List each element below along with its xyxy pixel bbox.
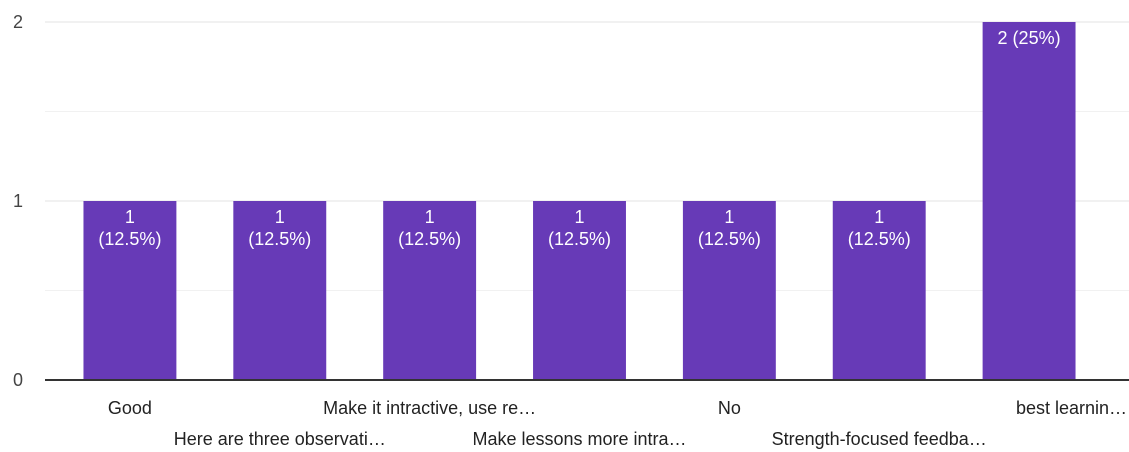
- bar-data-label: (12.5%): [398, 229, 461, 249]
- x-category-label: Here are three observati…: [174, 429, 386, 449]
- bar[interactable]: [383, 201, 477, 380]
- y-tick-label: 0: [13, 370, 23, 390]
- bar-data-label: (12.5%): [248, 229, 311, 249]
- bar[interactable]: [533, 201, 626, 380]
- bar[interactable]: [83, 201, 177, 380]
- y-tick-label: 2: [13, 12, 23, 32]
- bar-data-label: 1: [874, 207, 884, 227]
- x-category-label: Make lessons more intra…: [472, 429, 686, 449]
- x-category-label: best learnin…: [1016, 398, 1127, 418]
- bar[interactable]: [832, 201, 926, 380]
- x-category-label: Strength-focused feedba…: [772, 429, 987, 449]
- bar-data-label: (12.5%): [548, 229, 611, 249]
- bar-data-label: 1: [425, 207, 435, 227]
- bar-data-label: 2 (25%): [998, 28, 1061, 48]
- bar-data-label: (12.5%): [698, 229, 761, 249]
- y-axis-ticks: 0 1 2: [13, 12, 23, 390]
- bar[interactable]: [682, 201, 776, 380]
- bar-data-label: 1: [574, 207, 584, 227]
- bar-data-label: (12.5%): [98, 229, 161, 249]
- bar[interactable]: [233, 201, 327, 380]
- x-category-label: Make it intractive, use re…: [323, 398, 536, 418]
- bar-data-label: 1: [724, 207, 734, 227]
- category-labels: Good Here are three observati… Make it int…: [108, 398, 1127, 449]
- y-tick-label: 1: [13, 191, 23, 211]
- x-category-label: Good: [108, 398, 152, 418]
- bar-data-label: 1: [125, 207, 135, 227]
- bar[interactable]: [982, 22, 1076, 380]
- x-category-label: No: [718, 398, 741, 418]
- bar-data-label: (12.5%): [848, 229, 911, 249]
- bar-data-label: 1: [275, 207, 285, 227]
- bars: 1(12.5%)1(12.5%)1(12.5%)1(12.5%)1(12.5%)…: [83, 22, 1076, 380]
